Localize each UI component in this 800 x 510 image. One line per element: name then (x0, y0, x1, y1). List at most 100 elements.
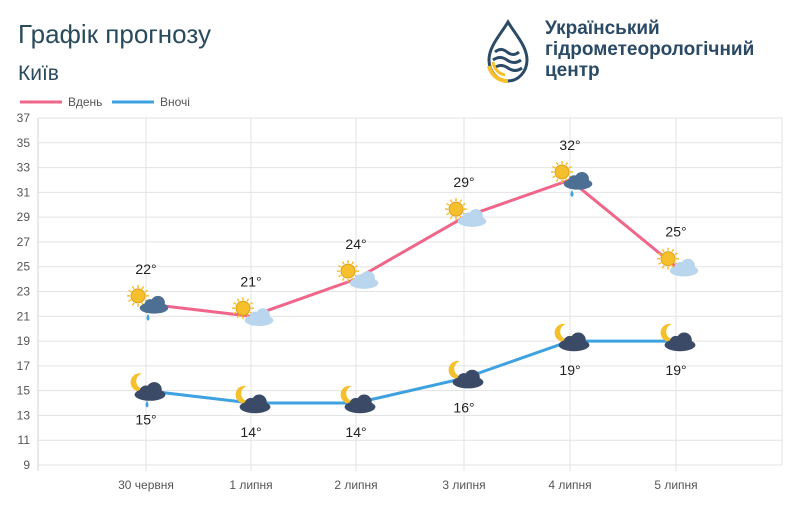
x-tick-label: 5 липня (654, 478, 697, 492)
rain-drop (570, 189, 574, 197)
sun-disc (660, 251, 676, 267)
day-temp-label: 22° (135, 261, 156, 277)
sun-ray (128, 289, 132, 293)
x-tick-label: 3 липня (442, 478, 485, 492)
night-temp-label: 15° (135, 412, 156, 428)
grid (37, 117, 783, 471)
cloud-part (146, 382, 162, 398)
cloud-part (356, 394, 372, 410)
sun-ray (354, 264, 358, 268)
night-temp-label: 19° (559, 362, 580, 378)
organization-name: Український гідрометеорологічний центр (545, 18, 754, 81)
night-series-line (145, 339, 676, 405)
sun-disc (554, 164, 570, 180)
sun-ray (552, 175, 556, 179)
sun-disc (448, 201, 464, 217)
cloud-part (464, 369, 480, 385)
day-temp-label: 21° (240, 273, 261, 289)
sun-cloud-rain-icon (551, 160, 593, 197)
series-lines (145, 178, 677, 405)
x-axis: 30 червня 1 липня 2 липня 3 липня 4 липня 5 л… (118, 478, 698, 492)
night-temp-label: 16° (453, 399, 474, 415)
moon-cloud-icon (660, 323, 696, 352)
sun-ray (233, 311, 237, 315)
day-series-line (145, 178, 677, 318)
y-axis: 9 11 13 15 17 19 21 23 25 27 29 31 33 35 37 (17, 111, 31, 472)
rain-drop (145, 400, 149, 408)
sun-ray (233, 302, 237, 305)
x-tick-label: 2 липня (334, 478, 377, 492)
y-tick-label: 27 (17, 235, 31, 249)
organization-name-line1: Український (545, 18, 660, 39)
y-tick-label: 33 (17, 161, 31, 175)
rain-drop (146, 313, 150, 321)
legend-day-label: Вдень (68, 95, 102, 109)
moon-cloud-rain-icon (130, 373, 166, 408)
sun-ray (568, 165, 572, 169)
sun-ray (341, 277, 345, 282)
moon-cloud-icon (235, 385, 271, 414)
sun-ray (338, 274, 342, 278)
organization-name-line2: гідрометеорологічний (545, 39, 755, 60)
sun-ray (658, 252, 662, 256)
sun-ray (671, 248, 675, 253)
y-tick-label: 19 (17, 334, 31, 348)
sun-cloud-icon (657, 247, 699, 277)
moon-cloud-icon (448, 360, 484, 389)
cloud-part (574, 171, 589, 186)
sun-ray (555, 178, 559, 182)
sun-ray (128, 299, 132, 303)
sun-disc (130, 288, 146, 304)
hydromet-drop-logo-icon (487, 19, 529, 84)
sun-cloud-icon (337, 260, 379, 289)
sun-ray (341, 261, 345, 265)
moon-shape (554, 323, 570, 342)
y-tick-label: 11 (18, 433, 31, 447)
sun-ray (246, 298, 250, 302)
night-temp-label: 14° (345, 424, 366, 440)
sun-ray (131, 285, 135, 290)
sun-ray (674, 252, 678, 256)
y-tick-label: 13 (17, 408, 31, 422)
moon-cloud-icon (340, 385, 376, 414)
moon-shape (448, 360, 464, 379)
y-tick-label: 29 (17, 210, 31, 224)
y-tick-label: 37 (17, 111, 31, 125)
sun-cloud-icon (445, 198, 487, 227)
cloud-part (676, 332, 692, 348)
night-temp-label: 19° (665, 362, 686, 378)
sun-ray (131, 302, 135, 306)
y-tick-label: 35 (17, 136, 31, 150)
cloud-part (680, 258, 695, 273)
y-tick-label: 23 (17, 285, 31, 299)
sun-ray (236, 298, 240, 302)
cloud-part (360, 271, 375, 286)
day-temp-label: 32° (559, 137, 580, 153)
sun-ray (446, 202, 450, 206)
sun-ray (351, 261, 355, 265)
sun-ray (449, 199, 453, 203)
x-tick-label: 1 липня (229, 478, 272, 492)
moon-shape (235, 385, 251, 404)
moon-shape (340, 385, 356, 404)
sun-ray (462, 202, 466, 206)
y-tick-label: 25 (17, 260, 31, 274)
day-temp-label: 25° (665, 224, 686, 240)
sun-ray (144, 289, 148, 293)
sun-ray (141, 285, 145, 290)
sun-ray (236, 314, 240, 319)
cloud-part (251, 394, 267, 410)
sun-cloud-icon (232, 297, 274, 327)
chart-title: Графік прогнозу (18, 19, 211, 49)
moon-cloud-icon (554, 323, 590, 352)
x-tick-label: 4 липня (548, 478, 591, 492)
cloud-part (570, 332, 586, 348)
y-tick-label: 15 (17, 384, 31, 398)
data-labels: 22° 21° 24° 29° 32° 25° 15° 14° 14° 16° 19° 19° (135, 137, 686, 440)
cloud-part (468, 209, 483, 224)
sun-ray (661, 248, 665, 253)
sun-ray (565, 162, 569, 166)
sun-ray (249, 302, 253, 305)
sun-disc (235, 300, 251, 316)
forecast-chart: Вдень Вночі 9 11 13 15 17 19 21 23 25 27 29 31 33 35 3… (17, 95, 783, 492)
